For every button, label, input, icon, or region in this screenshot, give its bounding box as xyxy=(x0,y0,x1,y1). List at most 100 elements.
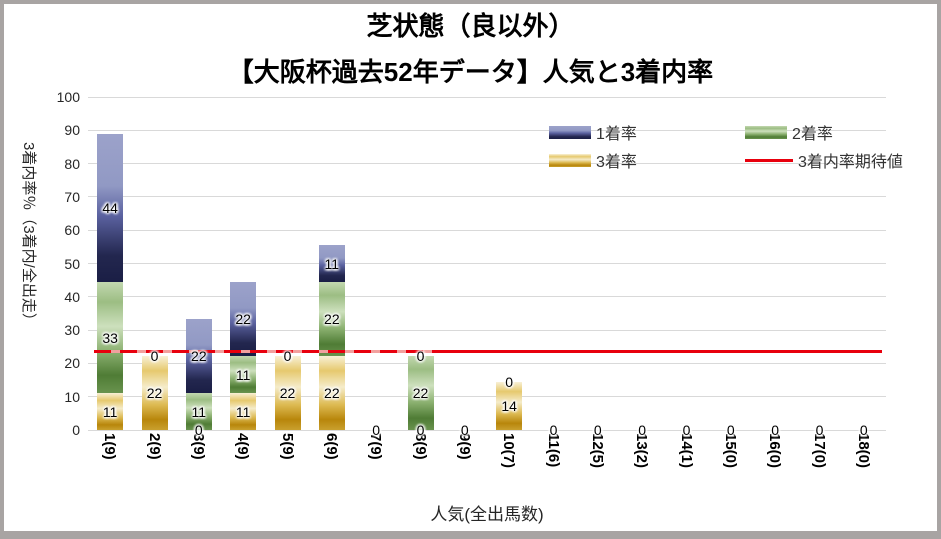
x-axis-category-label: 4(9) xyxy=(234,433,252,460)
data-label: 22 xyxy=(412,385,429,402)
y-tick-label: 0 xyxy=(72,422,80,438)
y-axis-title: 3着内率％（3着内/全出走） xyxy=(20,142,37,328)
x-axis-category-label: 5(9) xyxy=(278,433,296,460)
data-label: 0 xyxy=(771,422,780,438)
data-label: 0 xyxy=(593,422,602,438)
legend-item-place: 2着率 xyxy=(745,120,937,144)
data-label: 11 xyxy=(102,403,118,420)
x-axis-category-label: 10(7) xyxy=(500,433,518,469)
legend-label-win: 1着率 xyxy=(596,126,637,143)
bar-segment-place xyxy=(185,393,212,430)
legend-item-expected: 3着内率期待値 xyxy=(745,148,937,172)
expected-line-solid-segment xyxy=(448,350,882,354)
bar-segment-show xyxy=(141,356,168,430)
x-axis-category-label: 6(9) xyxy=(322,433,340,460)
gridline xyxy=(88,362,886,364)
legend-item-show: 3着率 xyxy=(549,148,745,172)
data-label: 22 xyxy=(324,311,340,328)
data-label: 22 xyxy=(324,385,340,402)
y-tick-label: 100 xyxy=(56,89,80,105)
bar-segment-win xyxy=(97,134,124,283)
bar-segment-show xyxy=(97,393,124,430)
data-label: 22 xyxy=(191,348,207,365)
gridline xyxy=(88,196,886,198)
data-label: 0 xyxy=(194,422,203,438)
legend-label-show: 3着率 xyxy=(596,154,637,171)
y-tick-label: 10 xyxy=(64,388,80,405)
x-axis-category-label: 12(5) xyxy=(588,433,606,469)
expected-line-swatch-icon xyxy=(745,158,793,162)
data-label: 0 xyxy=(815,422,824,438)
x-axis-category-label: 1(9) xyxy=(101,433,119,460)
bar-segment-win xyxy=(185,319,212,394)
plot-area: 0 10 20 30 40 50 60 70 80 90 100 1(9) 2(9) 3(9) 4(9) 5(… xyxy=(4,4,937,531)
data-label: 0 xyxy=(549,422,558,438)
bar-segment-show xyxy=(496,382,523,430)
x-axis-category-label: 17(0) xyxy=(810,433,828,469)
data-label: 0 xyxy=(726,422,735,438)
bar-segment-show xyxy=(274,356,301,430)
y-tick-label: 50 xyxy=(64,255,80,272)
bar-segment-show xyxy=(230,393,257,430)
data-label: 22 xyxy=(235,311,251,328)
x-axis-title: 人気(全出馬数) xyxy=(430,505,544,524)
legend-item-win: 1着率 xyxy=(549,120,745,144)
win-swatch-icon xyxy=(549,125,591,139)
legend-label-expected: 3着内率期待値 xyxy=(798,154,903,171)
x-axis-category-label: 2(9) xyxy=(145,433,163,460)
gridline xyxy=(88,296,886,298)
gridline xyxy=(88,229,886,231)
gridline xyxy=(88,129,886,131)
bar-segment-win xyxy=(318,245,345,283)
bar-segment-place xyxy=(230,356,257,394)
bar-segment-show xyxy=(318,356,345,430)
y-tick-label: 70 xyxy=(64,188,80,205)
data-label: 11 xyxy=(324,255,340,272)
data-label: 14 xyxy=(501,398,517,415)
gridline xyxy=(88,263,886,264)
data-label: 0 xyxy=(460,422,469,438)
gridline xyxy=(88,429,886,431)
y-tick-label: 90 xyxy=(64,122,80,139)
bar-segment-place xyxy=(318,282,345,357)
data-label: 0 xyxy=(682,422,691,438)
gridline xyxy=(88,96,886,98)
data-label: 11 xyxy=(191,403,207,420)
gridline xyxy=(88,163,886,165)
gridline xyxy=(88,396,886,398)
legend-row-1: 1着率 2着率 xyxy=(549,120,937,144)
data-label: 0 xyxy=(372,422,381,438)
y-tick-label: 20 xyxy=(64,355,80,372)
data-label: 0 xyxy=(150,348,159,365)
data-label: 44 xyxy=(102,200,118,217)
chart-title-line2: 【大阪杯過去52年データ】人気と3着内率 xyxy=(227,57,714,87)
x-axis-category-label: 18(0) xyxy=(854,433,872,469)
y-tick-label: 40 xyxy=(64,288,80,305)
chart-title-line1: 芝状態（良以外） xyxy=(366,11,575,41)
data-label: 0 xyxy=(416,422,425,438)
x-axis-category-label: 11(6) xyxy=(544,433,562,468)
x-axis-category-label: 15(0) xyxy=(721,433,739,469)
data-label: 11 xyxy=(235,366,251,383)
data-label: 0 xyxy=(416,348,425,365)
x-axis-category-label: 16(0) xyxy=(766,433,784,469)
place-swatch-icon xyxy=(745,125,787,139)
bar-segment-place xyxy=(97,282,124,394)
data-label: 0 xyxy=(505,374,514,391)
data-label: 33 xyxy=(102,329,118,346)
y-tick-label: 30 xyxy=(64,322,80,339)
y-tick-label: 60 xyxy=(64,222,80,239)
gridline xyxy=(88,329,886,331)
data-label: 22 xyxy=(279,385,296,402)
x-axis-category-label: 14(1) xyxy=(677,433,695,469)
y-tick-label: 80 xyxy=(64,155,80,172)
data-label: 22 xyxy=(146,385,163,402)
bar-segment-place xyxy=(407,356,434,430)
data-label: 0 xyxy=(638,422,647,438)
expected-line-dashed-segment xyxy=(94,350,448,354)
data-label: 0 xyxy=(859,422,868,438)
data-label: 0 xyxy=(283,348,292,365)
legend-row-2: 3着率 3着内率期待値 xyxy=(549,148,937,172)
bar-segment-win xyxy=(230,282,257,357)
